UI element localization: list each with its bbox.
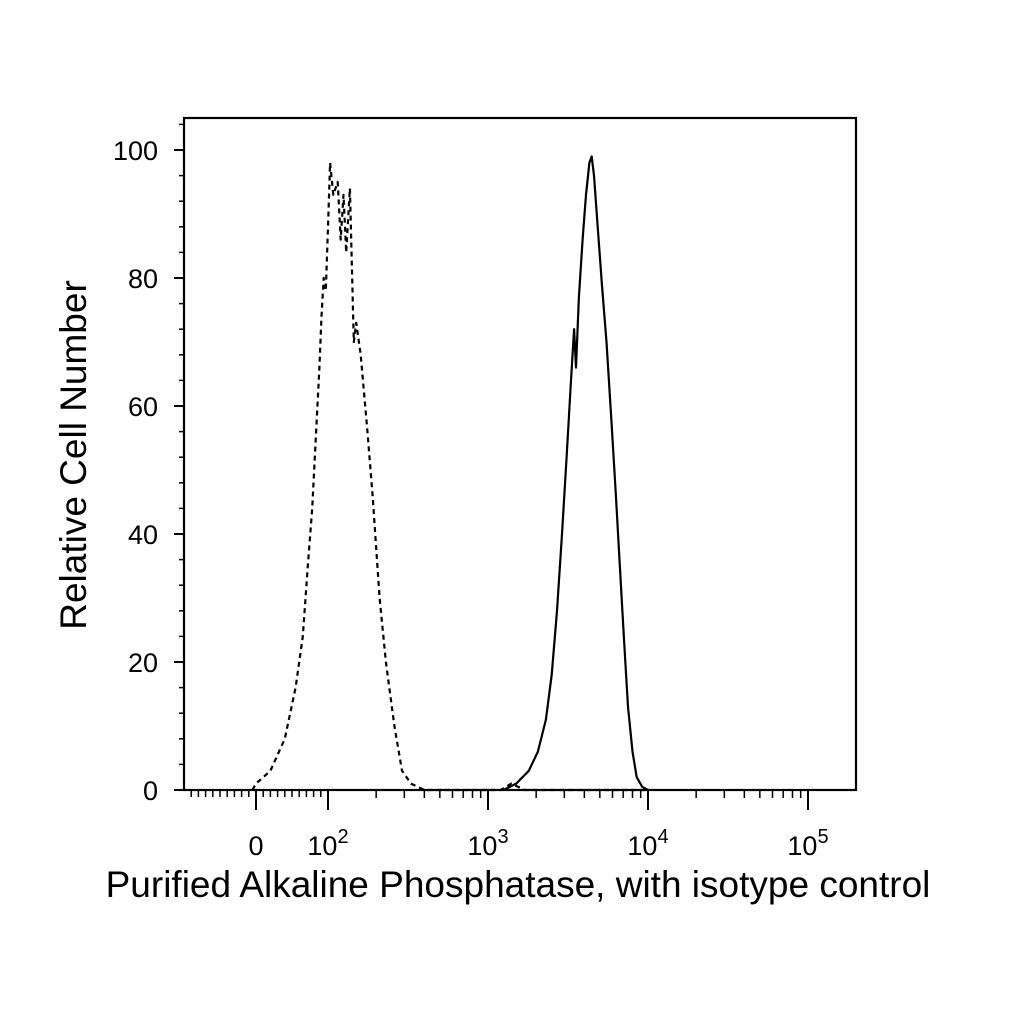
- y-tick-label: 80: [128, 264, 158, 294]
- series-layer: [251, 155, 649, 792]
- tick-label-layer: 0 20 40 60 80 100 0 102 103 104 105: [113, 136, 829, 861]
- isotype-control-histogram: [251, 161, 648, 792]
- y-tick-label: 100: [113, 136, 158, 166]
- y-tick-label: 40: [128, 520, 158, 550]
- y-tick-label: 60: [128, 392, 158, 422]
- x-tick-label: 0: [248, 831, 263, 861]
- stained-sample-histogram: [503, 155, 649, 791]
- plot-frame: [182, 116, 858, 792]
- tick-layer: [174, 123, 809, 810]
- y-tick-label: 20: [128, 648, 158, 678]
- x-tick-label: 102: [307, 826, 348, 861]
- x-tick-label: 105: [787, 826, 828, 861]
- y-tick-label: 0: [143, 776, 158, 806]
- x-axis-label: Purified Alkaline Phosphatase, with isot…: [106, 864, 931, 905]
- x-tick-label: 103: [467, 826, 508, 861]
- y-axis-label: Relative Cell Number: [53, 280, 94, 630]
- x-tick-label: 104: [627, 826, 668, 861]
